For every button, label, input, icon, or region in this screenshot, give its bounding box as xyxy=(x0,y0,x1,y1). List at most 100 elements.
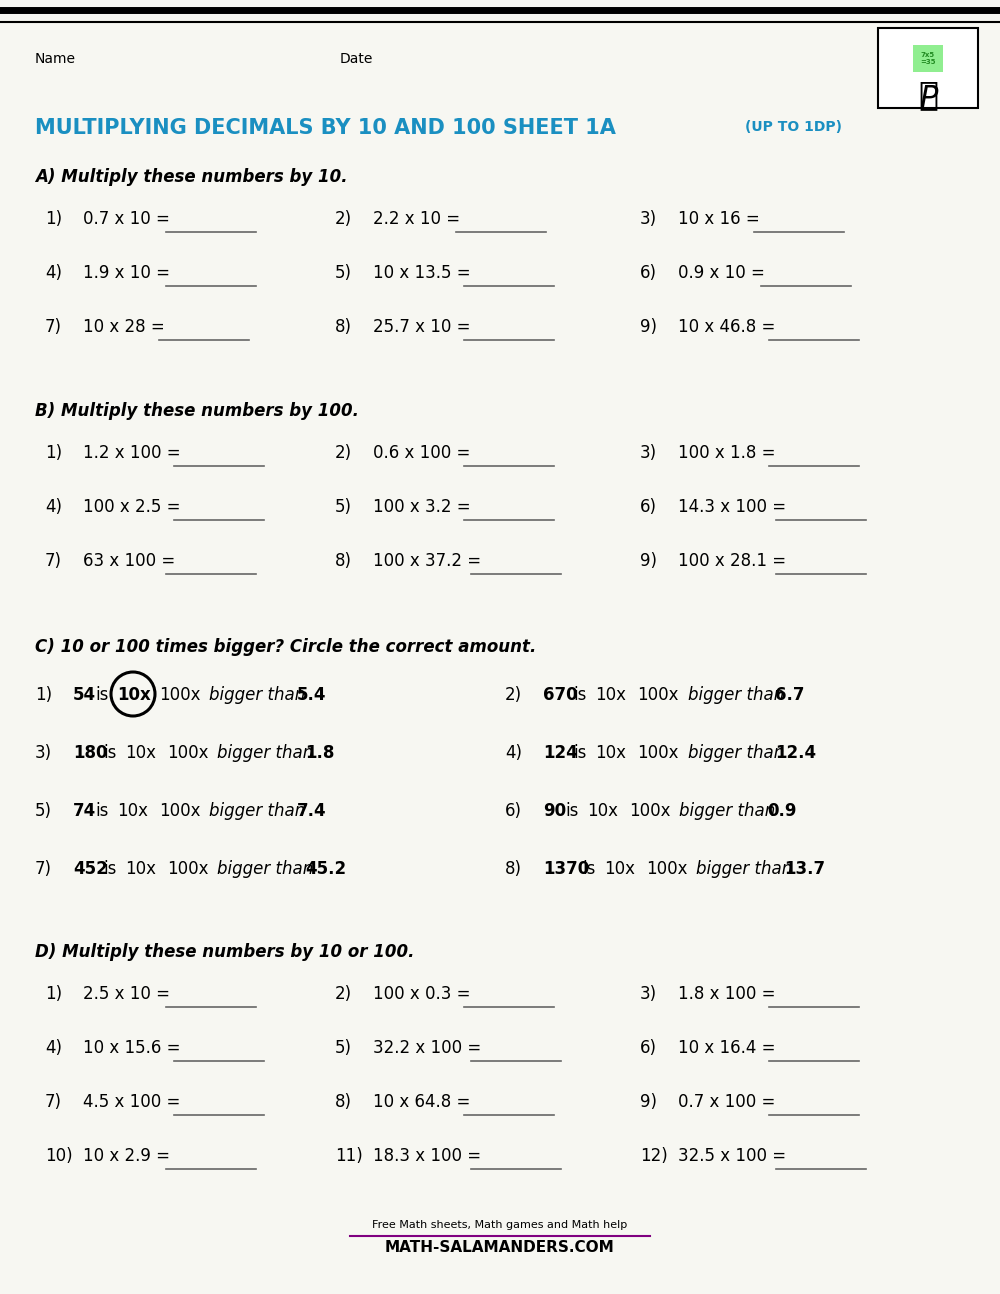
Text: 10x: 10x xyxy=(117,802,148,820)
Text: 3): 3) xyxy=(640,210,657,228)
Text: is: is xyxy=(95,686,108,704)
Text: 100x: 100x xyxy=(168,861,209,879)
Text: 14.3 x 100 =: 14.3 x 100 = xyxy=(678,498,786,516)
Text: 0.6 x 100 =: 0.6 x 100 = xyxy=(373,444,470,462)
Text: is: is xyxy=(104,861,117,879)
Text: 10 x 13.5 =: 10 x 13.5 = xyxy=(373,264,471,282)
Text: 3): 3) xyxy=(640,985,657,1003)
Text: 10 x 2.9 =: 10 x 2.9 = xyxy=(83,1146,170,1165)
Text: 32.2 x 100 =: 32.2 x 100 = xyxy=(373,1039,481,1057)
Text: 10x: 10x xyxy=(596,744,626,762)
Text: 74: 74 xyxy=(73,802,96,820)
Text: 8): 8) xyxy=(335,553,352,569)
Text: 10 x 28 =: 10 x 28 = xyxy=(83,318,165,336)
Text: 8): 8) xyxy=(505,861,522,879)
Text: bigger than: bigger than xyxy=(217,744,314,762)
Text: B) Multiply these numbers by 100.: B) Multiply these numbers by 100. xyxy=(35,402,359,421)
Text: MULTIPLYING DECIMALS BY 10 AND 100 SHEET 1A: MULTIPLYING DECIMALS BY 10 AND 100 SHEET… xyxy=(35,118,616,138)
Text: 6): 6) xyxy=(640,264,657,282)
Text: 5): 5) xyxy=(35,802,52,820)
Text: 𝓜: 𝓜 xyxy=(918,78,938,111)
Text: 10 x 46.8 =: 10 x 46.8 = xyxy=(678,318,775,336)
Text: 180: 180 xyxy=(73,744,108,762)
Text: 25.7 x 10 =: 25.7 x 10 = xyxy=(373,318,471,336)
Text: 10 x 15.6 =: 10 x 15.6 = xyxy=(83,1039,180,1057)
Text: bigger than: bigger than xyxy=(688,686,784,704)
Text: 100x: 100x xyxy=(629,802,670,820)
Text: 100 x 37.2 =: 100 x 37.2 = xyxy=(373,553,481,569)
Text: bigger than: bigger than xyxy=(679,802,775,820)
Text: 100 x 3.2 =: 100 x 3.2 = xyxy=(373,498,471,516)
Text: 9): 9) xyxy=(640,553,657,569)
Text: 100x: 100x xyxy=(159,802,200,820)
Text: 1): 1) xyxy=(35,686,52,704)
Text: 4): 4) xyxy=(45,498,62,516)
Text: 63 x 100 =: 63 x 100 = xyxy=(83,553,175,569)
Text: Free Math sheets, Math games and Math help: Free Math sheets, Math games and Math he… xyxy=(372,1220,628,1231)
Text: 5): 5) xyxy=(335,498,352,516)
Text: 10x: 10x xyxy=(126,744,156,762)
Text: 100x: 100x xyxy=(159,686,200,704)
Text: 124: 124 xyxy=(543,744,578,762)
Text: 11): 11) xyxy=(335,1146,363,1165)
Text: is: is xyxy=(574,744,587,762)
Text: 7x5
=35: 7x5 =35 xyxy=(920,52,936,65)
Text: 7): 7) xyxy=(35,861,52,879)
Text: MATH-SALAMANDERS.COM: MATH-SALAMANDERS.COM xyxy=(385,1240,615,1255)
Text: 10x: 10x xyxy=(596,686,626,704)
Text: 100 x 1.8 =: 100 x 1.8 = xyxy=(678,444,776,462)
Text: 10): 10) xyxy=(45,1146,73,1165)
Text: is: is xyxy=(104,744,117,762)
Text: Name: Name xyxy=(35,52,76,66)
Text: 8): 8) xyxy=(335,1093,352,1112)
Text: bigger than: bigger than xyxy=(209,802,305,820)
Text: 10 x 64.8 =: 10 x 64.8 = xyxy=(373,1093,470,1112)
Text: 32.5 x 100 =: 32.5 x 100 = xyxy=(678,1146,786,1165)
FancyBboxPatch shape xyxy=(878,28,978,107)
Text: 2): 2) xyxy=(335,210,352,228)
Text: 2.5 x 10 =: 2.5 x 10 = xyxy=(83,985,170,1003)
Text: D) Multiply these numbers by 10 or 100.: D) Multiply these numbers by 10 or 100. xyxy=(35,943,415,961)
Text: 6): 6) xyxy=(640,1039,657,1057)
Text: Ρ: Ρ xyxy=(919,85,937,114)
Text: 10 x 16.4 =: 10 x 16.4 = xyxy=(678,1039,776,1057)
Text: 100x: 100x xyxy=(638,686,679,704)
Text: is: is xyxy=(582,861,595,879)
Text: 5): 5) xyxy=(335,264,352,282)
Text: Date: Date xyxy=(340,52,373,66)
Text: 10x: 10x xyxy=(587,802,618,820)
Text: 1): 1) xyxy=(45,985,62,1003)
Text: 2): 2) xyxy=(505,686,522,704)
Text: 9): 9) xyxy=(640,1093,657,1112)
Text: bigger than: bigger than xyxy=(209,686,305,704)
Text: 4): 4) xyxy=(505,744,522,762)
Text: 100 x 2.5 =: 100 x 2.5 = xyxy=(83,498,180,516)
Text: 4): 4) xyxy=(45,264,62,282)
Text: 3): 3) xyxy=(640,444,657,462)
Text: 10x: 10x xyxy=(126,861,156,879)
Text: 7): 7) xyxy=(45,553,62,569)
Text: 5): 5) xyxy=(335,1039,352,1057)
Text: 8): 8) xyxy=(335,318,352,336)
Text: 6): 6) xyxy=(505,802,522,820)
Text: 1): 1) xyxy=(45,210,62,228)
Text: 6): 6) xyxy=(640,498,657,516)
Text: 670: 670 xyxy=(543,686,578,704)
Text: 45.2: 45.2 xyxy=(306,861,347,879)
Text: 7): 7) xyxy=(45,318,62,336)
Text: 5.4: 5.4 xyxy=(297,686,326,704)
Text: 9): 9) xyxy=(640,318,657,336)
Text: 100 x 0.3 =: 100 x 0.3 = xyxy=(373,985,471,1003)
Text: 13.7: 13.7 xyxy=(784,861,825,879)
Text: 4.5 x 100 =: 4.5 x 100 = xyxy=(83,1093,180,1112)
Text: C) 10 or 100 times bigger? Circle the correct amount.: C) 10 or 100 times bigger? Circle the co… xyxy=(35,638,536,656)
Text: 4): 4) xyxy=(45,1039,62,1057)
Text: 1370: 1370 xyxy=(543,861,589,879)
Text: 2): 2) xyxy=(335,444,352,462)
Text: 1.9 x 10 =: 1.9 x 10 = xyxy=(83,264,170,282)
Text: 10 x 16 =: 10 x 16 = xyxy=(678,210,760,228)
Text: 10x: 10x xyxy=(604,861,635,879)
Text: bigger than: bigger than xyxy=(217,861,314,879)
Text: 1.8 x 100 =: 1.8 x 100 = xyxy=(678,985,776,1003)
Text: 1): 1) xyxy=(45,444,62,462)
